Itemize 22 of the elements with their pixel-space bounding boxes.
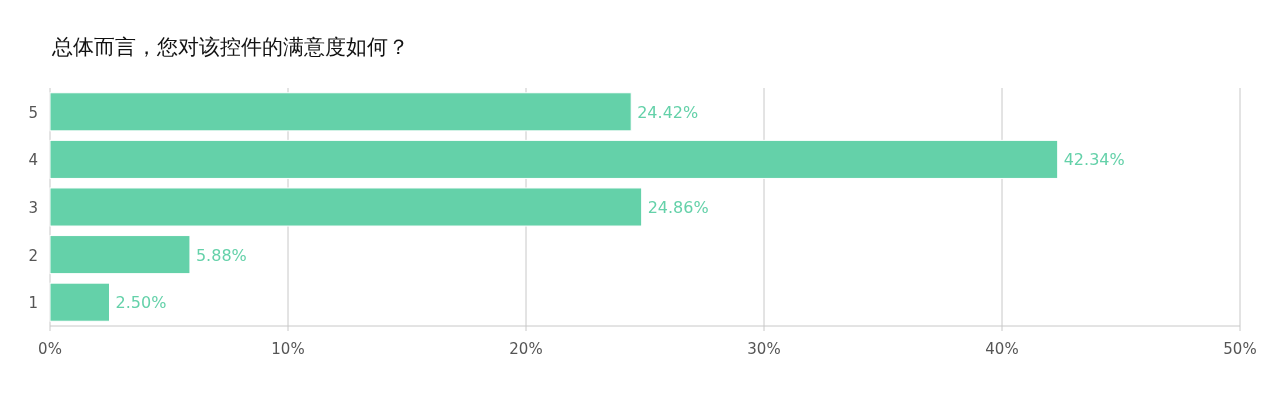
bar xyxy=(49,282,110,322)
y-tick-label: 4 xyxy=(28,151,38,170)
bar xyxy=(49,92,632,132)
x-tick-label: 30% xyxy=(747,340,781,358)
data-label: 42.34% xyxy=(1063,150,1125,170)
bar xyxy=(49,187,643,227)
chart-title: 总体而言，您对该控件的满意度如何？ xyxy=(51,35,409,59)
data-label: 24.86% xyxy=(647,198,709,217)
x-tick-label: 20% xyxy=(509,340,543,358)
y-tick-label: 2 xyxy=(28,246,38,265)
bar xyxy=(49,235,191,275)
data-label: 24.42% xyxy=(637,102,699,122)
y-tick-label: 5 xyxy=(28,103,38,122)
x-tick-label: 40% xyxy=(985,340,1019,358)
y-tick-label: 3 xyxy=(28,199,38,217)
x-tick-label: 50% xyxy=(1223,340,1257,358)
x-tick-label: 10% xyxy=(271,340,305,358)
y-tick-label: 1 xyxy=(28,294,38,313)
x-tick-label: 0% xyxy=(38,340,62,358)
data-label: 5.88% xyxy=(195,245,247,265)
bar xyxy=(49,139,1059,179)
data-label: 2.50% xyxy=(115,293,167,313)
